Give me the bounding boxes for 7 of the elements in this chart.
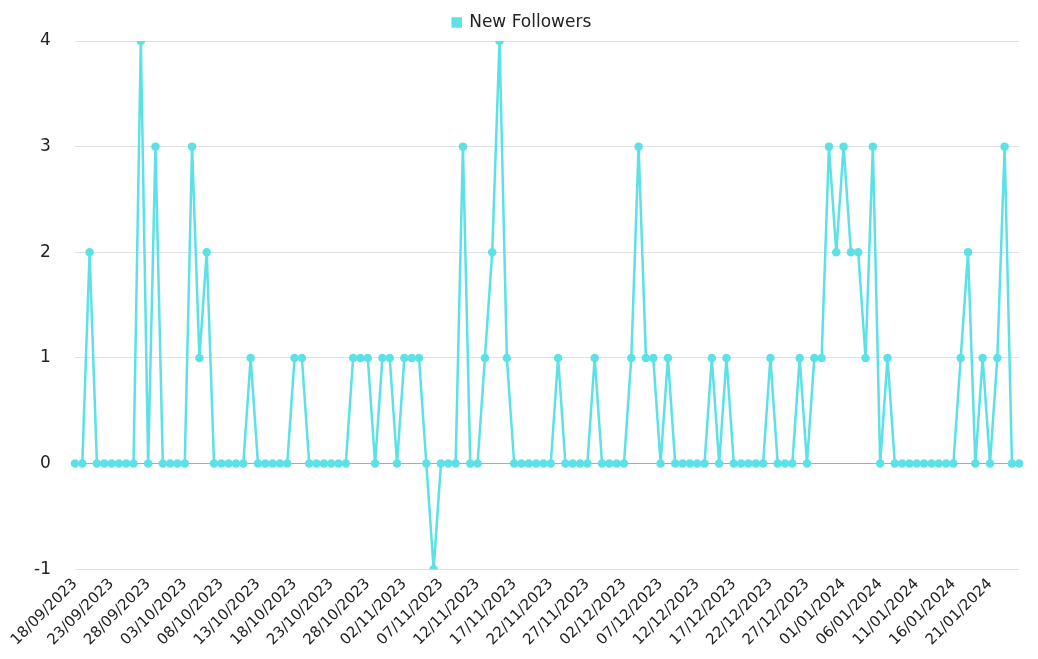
y-tick-label: 3 [40, 135, 51, 156]
y-tick-label: 4 [40, 29, 51, 50]
y-tick-label: 2 [40, 240, 51, 261]
y-tick-label: -1 [34, 557, 51, 578]
y-tick-label: 0 [40, 451, 51, 472]
legend-label: New Followers [469, 10, 592, 31]
y-tick-label: 1 [40, 346, 51, 367]
